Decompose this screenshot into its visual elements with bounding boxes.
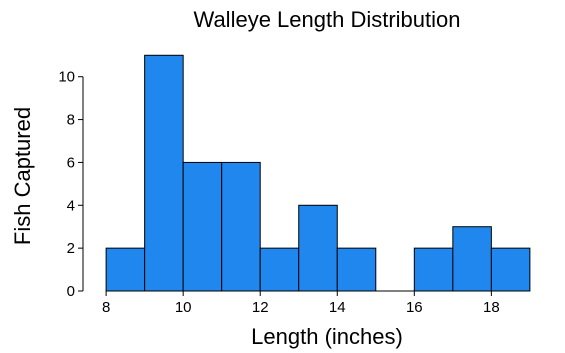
histogram-bar-11-12 — [221, 161, 261, 292]
histogram-bar-14-15 — [336, 247, 377, 292]
x-tick-label-12: 12 — [252, 299, 269, 316]
x-tick-label-16: 16 — [406, 299, 423, 316]
histogram-bar-13-14 — [298, 204, 338, 292]
y-tick-label-8: 8 — [67, 112, 75, 129]
axes-group: 0 2 4 6 8 10 8 10 12 14 16 18 — [58, 69, 499, 316]
x-tick-label-18: 18 — [483, 299, 500, 316]
y-tick-label-6: 6 — [67, 154, 75, 171]
histogram-bar-8-9 — [105, 247, 146, 292]
x-tick-label-14: 14 — [329, 299, 346, 316]
histogram-bar-10-11 — [182, 161, 223, 292]
histogram-bar-9-10 — [144, 54, 184, 292]
bars-group — [105, 54, 531, 292]
histogram-bar-17-18 — [452, 226, 492, 292]
chart-title: Walleye Length Distribution — [194, 7, 461, 32]
y-axis-label: Fish Captured — [10, 107, 35, 245]
y-tick-label-0: 0 — [67, 283, 75, 300]
y-tick-label-2: 2 — [67, 240, 75, 257]
histogram-bar-18-19 — [490, 247, 531, 292]
x-axis-label: Length (inches) — [251, 324, 403, 349]
x-tick-label-10: 10 — [175, 299, 192, 316]
histogram-bar-12-13 — [259, 247, 300, 292]
y-tick-label-4: 4 — [67, 197, 75, 214]
y-tick-label-10: 10 — [58, 69, 75, 86]
x-tick-label-8: 8 — [102, 299, 110, 316]
histogram-bar-16-17 — [413, 247, 454, 292]
